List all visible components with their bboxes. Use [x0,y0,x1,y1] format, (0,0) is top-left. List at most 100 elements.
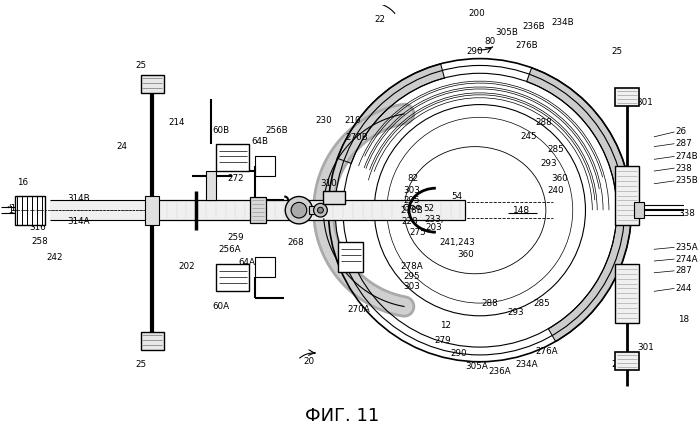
Text: 290: 290 [467,47,483,56]
Text: 236B: 236B [522,22,545,31]
Bar [255,156,275,176]
Bar [50,201,152,220]
Text: 285: 285 [533,298,550,308]
Bar [615,88,640,106]
Text: 274A: 274A [675,255,698,264]
Bar [615,166,640,225]
Text: 230: 230 [315,116,332,125]
Bar [140,333,164,350]
Text: 20: 20 [303,357,315,366]
Text: 270B: 270B [345,133,368,142]
Text: 22: 22 [375,15,386,24]
Text: 25: 25 [611,360,622,369]
Text: 338: 338 [678,208,696,218]
Text: 24: 24 [117,142,127,151]
Text: 303: 303 [403,282,420,291]
Bar [140,75,164,93]
Text: 54: 54 [451,192,462,201]
Bar [615,264,640,323]
Text: 148: 148 [513,206,531,215]
Text: 293: 293 [507,309,524,317]
Text: 275: 275 [410,228,426,237]
Text: 62: 62 [238,284,249,293]
Text: 316: 316 [29,223,46,232]
Text: 285: 285 [548,145,565,154]
Text: 80: 80 [484,38,496,46]
Bar [152,201,466,220]
Bar [206,171,216,201]
Text: 52: 52 [424,204,435,213]
Text: 234B: 234B [552,18,575,27]
Text: 233,: 233, [424,215,444,225]
Text: 288: 288 [481,298,498,308]
Text: 278B: 278B [400,206,423,215]
Text: 268: 268 [288,238,304,247]
Bar [338,243,363,272]
Text: 234A: 234A [515,360,538,369]
Circle shape [291,202,307,218]
Text: 314A: 314A [68,218,90,226]
Text: 238: 238 [675,163,692,173]
Text: 295: 295 [403,196,419,205]
Text: 288: 288 [535,118,552,127]
Text: 64A: 64A [238,257,256,267]
Text: 60B: 60B [212,125,229,135]
Text: ФИГ. 11: ФИГ. 11 [305,406,379,424]
Text: 25: 25 [135,360,146,369]
Text: 272: 272 [227,174,244,184]
Text: 278A: 278A [400,262,423,271]
Text: 276B: 276B [515,42,538,50]
Text: 295: 295 [403,272,419,281]
Text: 258: 258 [31,237,48,246]
Text: 202: 202 [178,262,195,271]
Text: 26: 26 [675,128,686,136]
Text: 305B: 305B [496,28,519,37]
Polygon shape [526,68,631,341]
Text: 256B: 256B [265,125,288,135]
Bar [250,198,266,223]
Text: 25: 25 [135,61,146,70]
Text: 18: 18 [678,315,689,324]
Text: 303: 303 [403,186,420,195]
Text: 236A: 236A [488,367,511,376]
Text: 235B: 235B [675,177,698,185]
Bar [615,352,640,370]
Text: '1: '1 [8,204,17,213]
Text: 287: 287 [675,266,692,275]
Text: 241,243: 241,243 [440,238,475,247]
Text: 290: 290 [450,350,467,358]
Text: 244: 244 [675,284,692,293]
Text: 240: 240 [548,186,565,195]
Text: 203: 203 [426,223,442,232]
Text: 64B: 64B [252,137,268,146]
Text: 256A: 256A [218,245,241,254]
Text: 214: 214 [168,118,185,127]
Text: 301: 301 [637,98,654,107]
Text: 245: 245 [521,132,537,141]
Text: 301: 301 [637,343,654,352]
Text: 276A: 276A [535,347,558,357]
Bar [15,195,45,225]
Text: '1: '1 [6,206,15,215]
Text: 270A: 270A [347,305,370,315]
Text: 60A: 60A [212,302,229,311]
Text: 200: 200 [468,9,485,18]
Circle shape [314,203,327,217]
Bar [255,257,275,277]
Circle shape [285,197,312,224]
Text: 25: 25 [611,47,622,56]
Text: 310: 310 [320,179,337,188]
Bar [635,202,644,218]
Bar [216,264,249,291]
Text: 360: 360 [552,174,568,184]
Text: 12: 12 [440,321,451,330]
Text: 360: 360 [457,250,473,259]
Text: 274B: 274B [675,152,698,161]
Bar [152,205,459,216]
Text: 314B: 314B [68,194,90,203]
Text: 279: 279 [434,336,451,345]
Circle shape [317,207,324,213]
Text: 293: 293 [540,159,556,168]
Text: 82: 82 [408,174,419,184]
Text: 259: 259 [227,233,244,242]
